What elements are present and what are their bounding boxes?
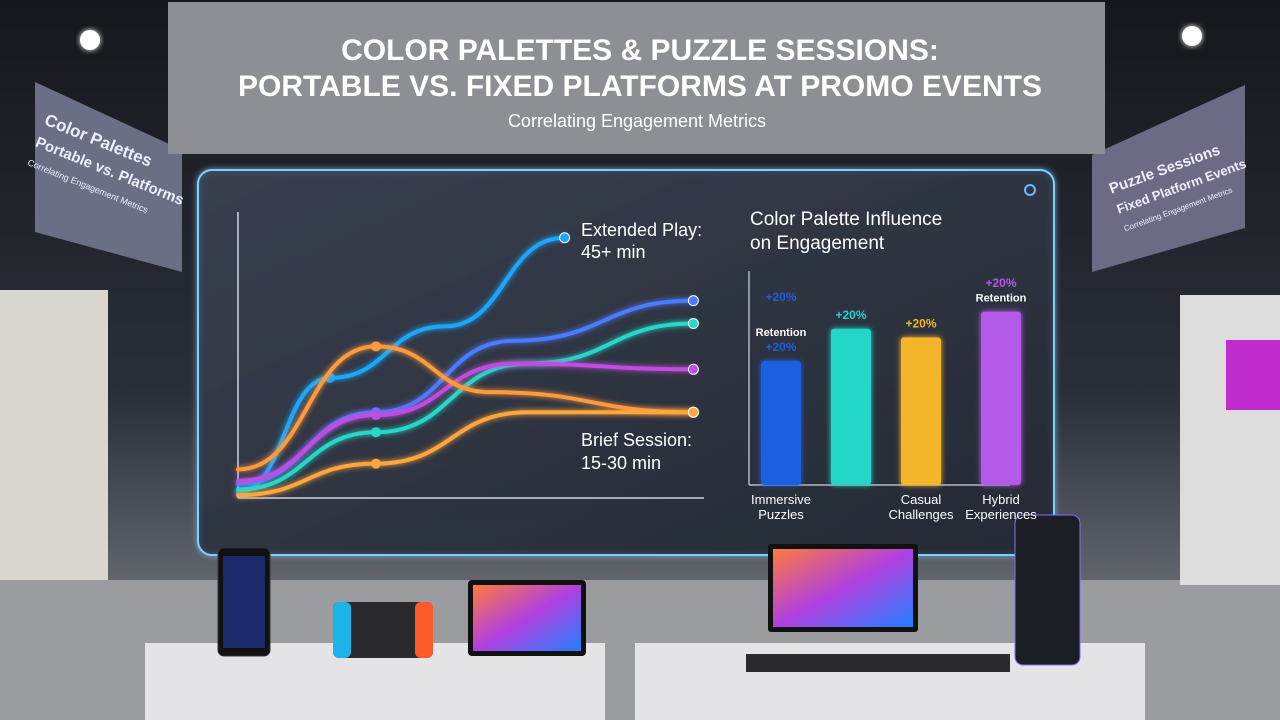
tablet-screen [473,585,581,651]
subtitle: Correlating Engagement Metrics [508,111,766,131]
console-tower [1014,514,1081,666]
x-tick-line: Immersive [751,492,811,507]
x-tick-label: Hybrid Experiences [965,492,1037,522]
line-point [371,341,381,352]
chart-title-line: on Engagement [750,233,885,254]
title-line: PORTABLE VS. FIXED PLATFORMS AT PROMO EV… [238,70,1042,103]
x-tick-line: Experiences [965,507,1037,522]
right-banner [1092,85,1245,272]
header: COLOR PALETTES & PUZZLE SESSIONS: PORTAB… [238,34,1042,131]
joycon-right [415,602,433,658]
bar-label: +20% [765,340,796,354]
line-series [236,321,696,492]
charts: Extended Play:45+ min Brief Session: 15-30… [236,209,1037,522]
bar [761,360,801,485]
line-point [371,458,381,469]
annotation: Extended Play: [581,220,702,240]
desk-mat [746,654,1010,672]
line-series [236,361,696,483]
line-series [236,344,696,472]
bar [901,337,941,485]
bar-label: +20% [985,276,1016,290]
top-banner [168,2,1105,154]
x-tick-label: Immersive Puzzles [751,492,811,522]
bar-label: Retention [976,293,1027,305]
bar [981,311,1021,485]
joycon-left [333,602,351,658]
title-line: COLOR PALETTES & PUZZLE SESSIONS: [341,34,939,67]
phone-screen [223,556,265,648]
line-point [687,318,699,330]
x-tick-line: Casual [901,492,942,507]
line-point [687,363,699,375]
bar-label: Retention [756,327,807,339]
bar [831,328,871,485]
line-series [236,410,696,498]
line-point [687,406,699,418]
booth-left [0,290,108,580]
left-banner [35,82,182,272]
line-point [371,410,381,421]
annotation: 45+ min [581,242,646,262]
panel-icon [1024,184,1036,196]
line-series [236,235,567,495]
x-tick-line: Hybrid [982,492,1020,507]
bar-label: +20% [905,317,936,331]
x-tick-label: Casual Challenges [888,492,954,522]
booth-right [1180,295,1280,585]
x-tick-line: Puzzles [758,507,804,522]
line-point [687,295,699,307]
chart-title: Color Palette Influence on Engagement [750,209,942,254]
line-point [371,427,381,438]
handheld-console [333,602,433,658]
x-tick-line: Challenges [888,507,954,522]
line-point [559,232,571,244]
ceiling-light [1182,26,1202,46]
annotation: 15-30 min [581,453,661,473]
chart-title-line: Color Palette Influence [750,209,942,230]
bar-label: +20% [765,290,796,304]
annotation: Brief Session: [581,430,692,450]
ceiling-light [80,30,100,50]
bar-label: +20% [835,308,866,322]
booth-screen [1226,340,1280,410]
monitor-screen [773,549,913,627]
